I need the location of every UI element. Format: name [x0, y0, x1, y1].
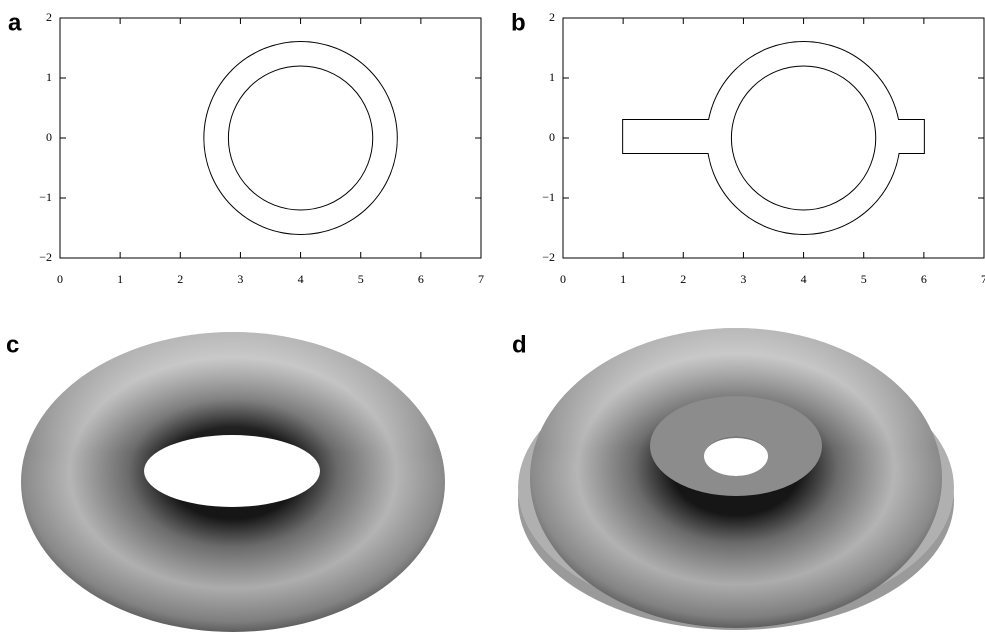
y-tick-label: 0 — [46, 130, 52, 144]
panel: a 0 1 2 3 4 5 6 7 −2 −1 0 1 2 — [8, 9, 484, 285]
x-tick-label: 0 — [57, 272, 63, 286]
x-tick-label: 2 — [680, 272, 686, 286]
x-tick-label: 3 — [740, 272, 746, 286]
circle-outline — [204, 42, 396, 234]
x-tick-label: 4 — [801, 272, 807, 286]
x-tick-label: 7 — [478, 272, 484, 286]
x-tick-label: 6 — [418, 272, 424, 286]
x-tick-label: 4 — [298, 272, 304, 286]
torus-c — [21, 332, 445, 632]
x-tick-label: 5 — [861, 272, 867, 286]
y-tick-label: −1 — [39, 190, 52, 204]
panel: b 0 1 2 3 4 5 6 7 −2 −1 0 1 2 — [511, 9, 985, 285]
y-tick-label: 1 — [549, 70, 555, 84]
panel-label: d — [512, 331, 527, 358]
y-tick-label: 0 — [549, 130, 555, 144]
x-tick-label: 0 — [560, 272, 566, 286]
x-tick-label: 1 — [117, 272, 123, 286]
x-tick-label: 6 — [921, 272, 927, 286]
rect-outline — [623, 120, 924, 153]
x-tick-label: 3 — [237, 272, 243, 286]
x-tick-label: 1 — [620, 272, 626, 286]
y-tick-label: −2 — [39, 250, 52, 264]
y-tick-label: −2 — [542, 250, 555, 264]
y-tick-label: 2 — [46, 10, 52, 24]
x-tick-label: 7 — [981, 272, 985, 286]
panel-label: a — [8, 9, 22, 36]
y-tick-label: 2 — [549, 10, 555, 24]
y-tick-label: 1 — [46, 70, 52, 84]
x-tick-label: 5 — [358, 272, 364, 286]
panel-label: b — [511, 9, 526, 36]
torus-d — [518, 328, 954, 630]
y-tick-label: −1 — [542, 190, 555, 204]
figure: c d a 0 1 2 3 4 5 6 7 −2 −1 0 1 2 b 0 1 2 3 4 5 6 7 −2 −1 0 1 2 — [0, 0, 985, 632]
page: c d a01234567−2−1012b01234567−2−1012 (()… — [0, 0, 985, 632]
panel-label: c — [6, 331, 19, 358]
x-tick-label: 2 — [177, 272, 183, 286]
